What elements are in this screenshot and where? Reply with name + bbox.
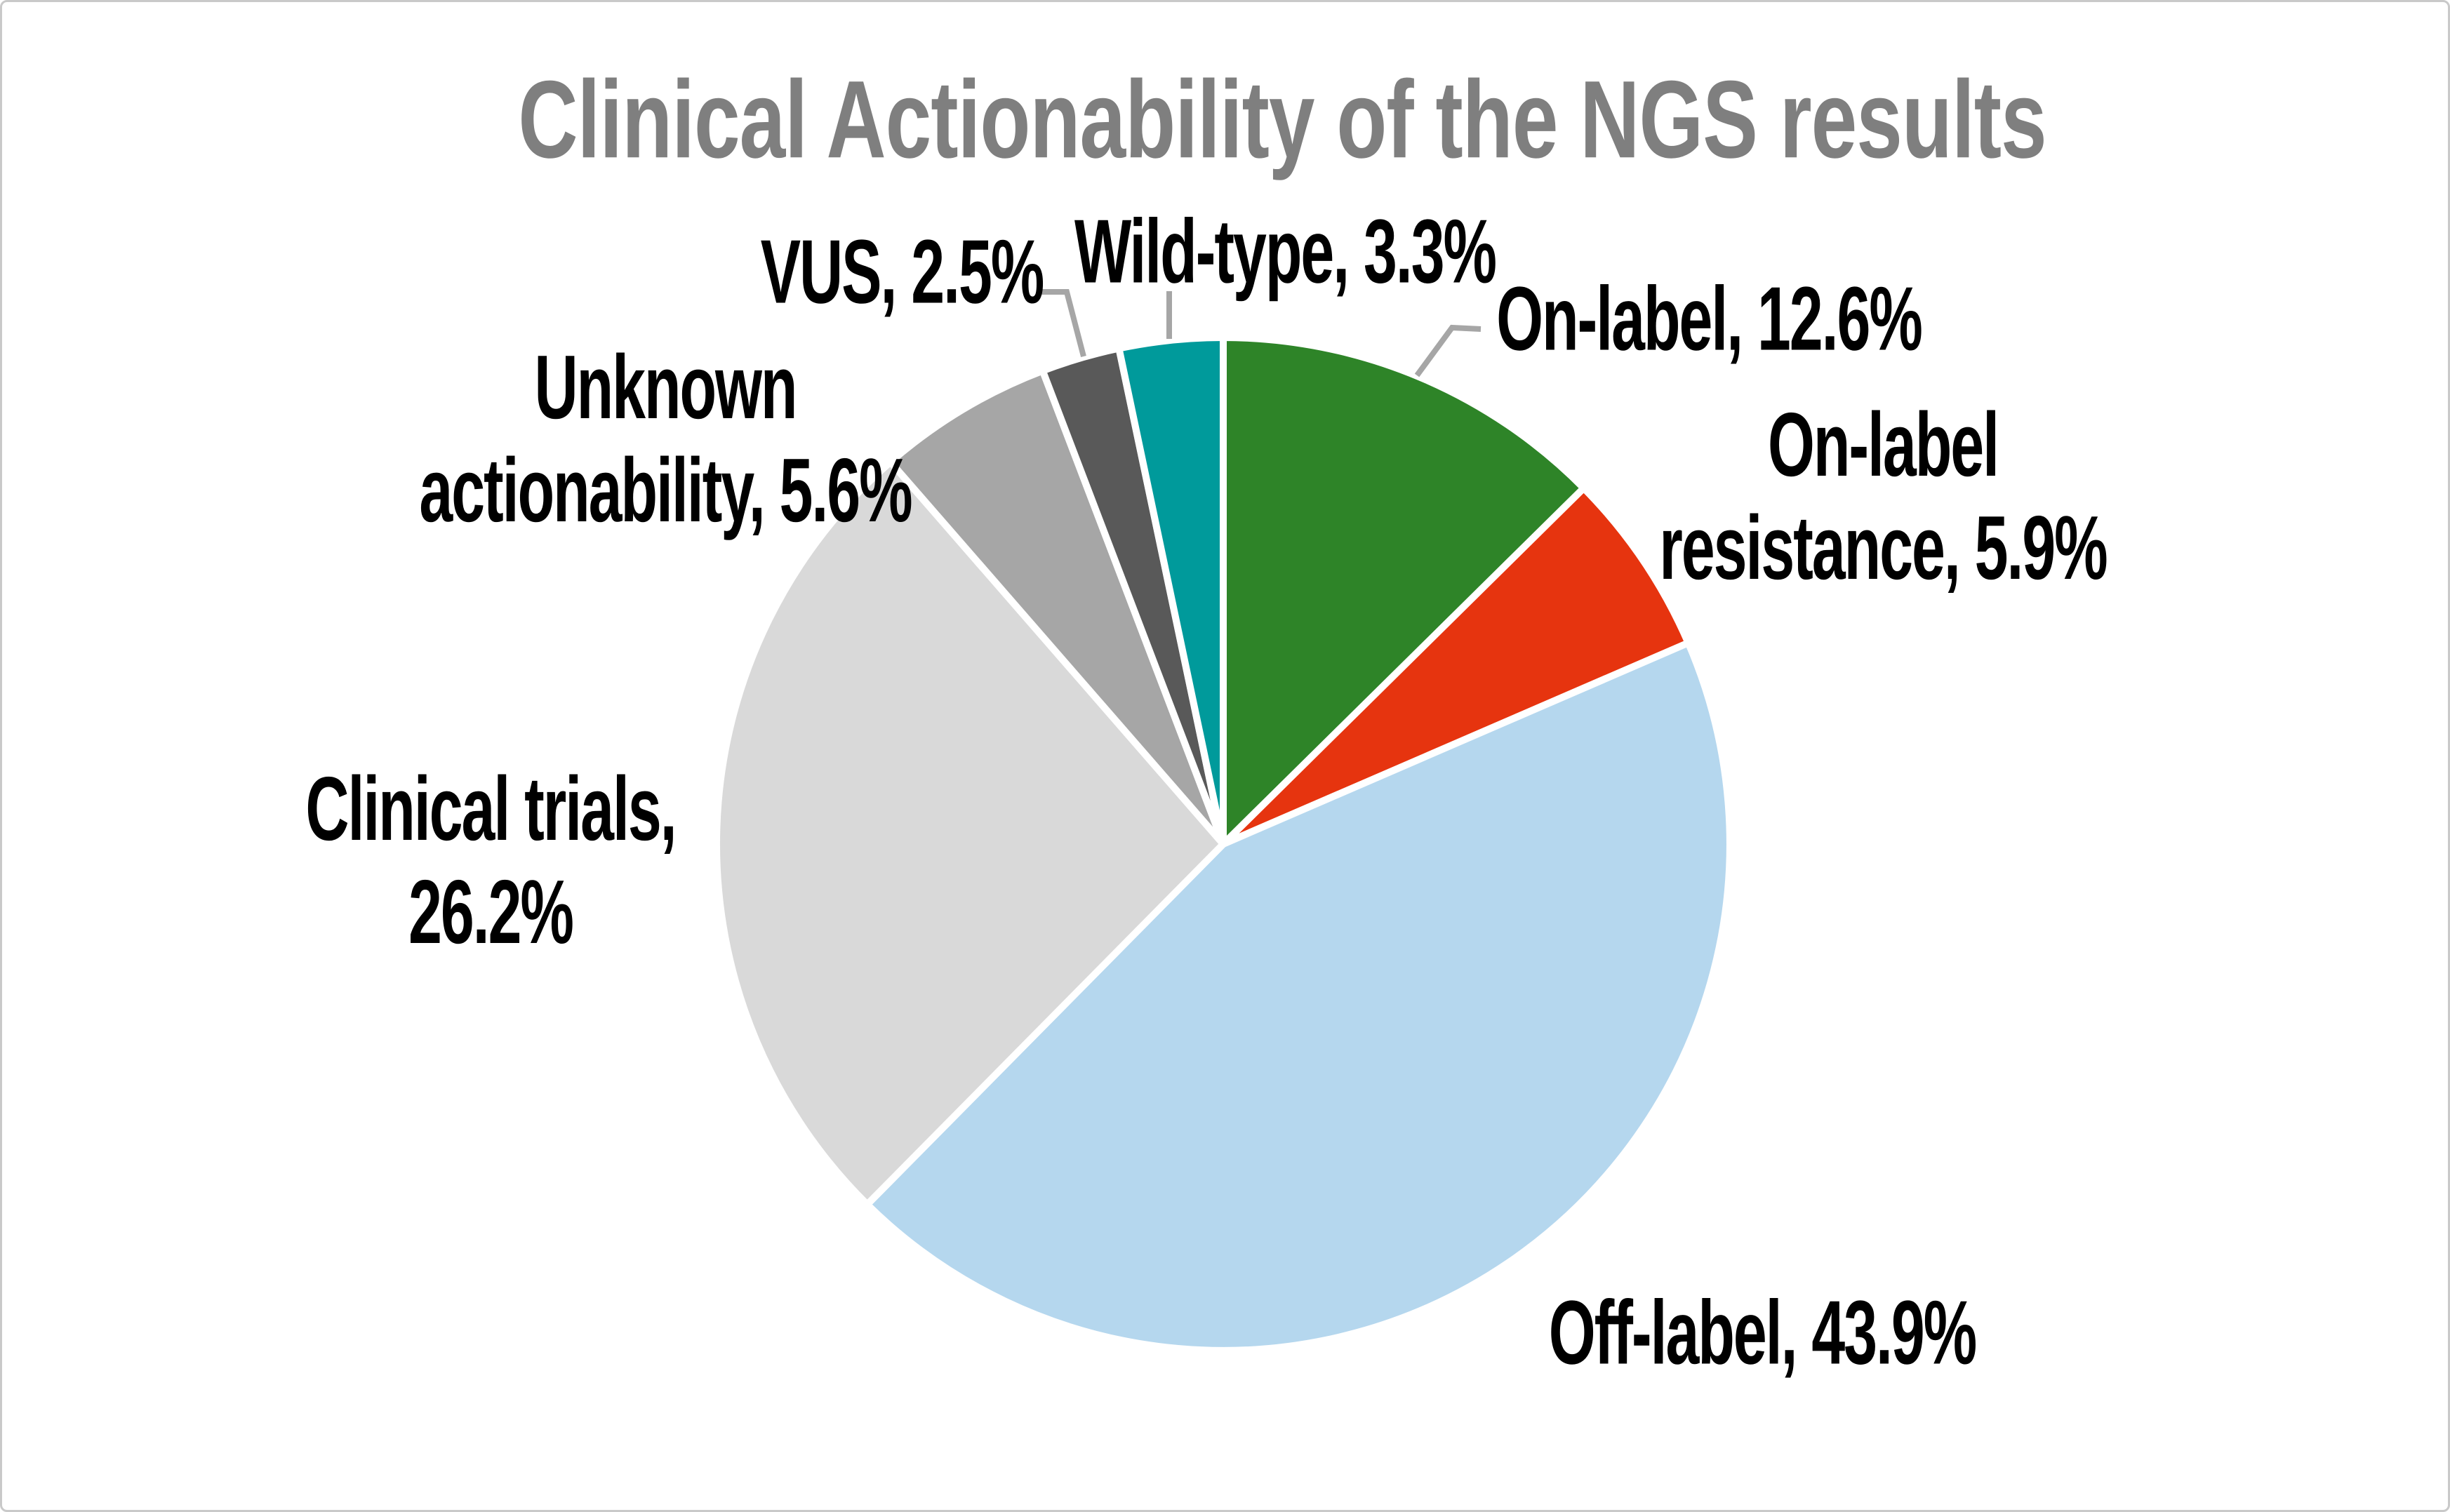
slice-label-text: Wild-type, 3.3% [1074,201,1497,302]
slice-label-wild-type: Wild-type, 3.3% [1074,201,1497,304]
slice-label-text: On-label [1767,394,1999,496]
pie-slice-on-label-resistance [1220,484,1692,848]
slice-label-vus: VUS, 2.5% [760,221,1045,324]
slice-label-off-label: Off-label, 43.9% [1548,1282,1977,1385]
slice-label-text: Clinical trials, [305,758,677,860]
slice-label-text: VUS, 2.5% [760,222,1045,323]
slice-label-text: resistance, 5.9% [1659,497,2108,599]
leader-line-vus [1041,289,1086,358]
slice-label-clinical-trials: Clinical trials, 26.2% [305,758,677,964]
slice-label-text: actionability, 5.6% [419,440,912,542]
pie-slice-clinical-trials [712,458,1227,1208]
slice-label-unknown-actionability: Unknown actionability, 5.6% [419,336,912,542]
slice-label-text: Off-label, 43.9% [1548,1283,1977,1384]
slice-label-on-label: On-label, 12.6% [1496,268,1923,371]
slice-label-on-label-resistance: On-label resistance, 5.9% [1659,394,2108,600]
leader-line-on-label [1414,324,1482,377]
slice-label-text: Unknown [534,337,798,439]
slice-label-text: On-label, 12.6% [1496,269,1923,370]
pie-slice-off-label [863,639,1733,1354]
pie-slice-wild-type [1115,334,1227,848]
pie-slice-unknown-actionability [886,367,1227,848]
pie-slice-on-label [1220,334,1587,848]
chart-title: Clinical Actionability of the NGS result… [518,58,2046,182]
slice-label-text: 26.2% [408,862,574,963]
